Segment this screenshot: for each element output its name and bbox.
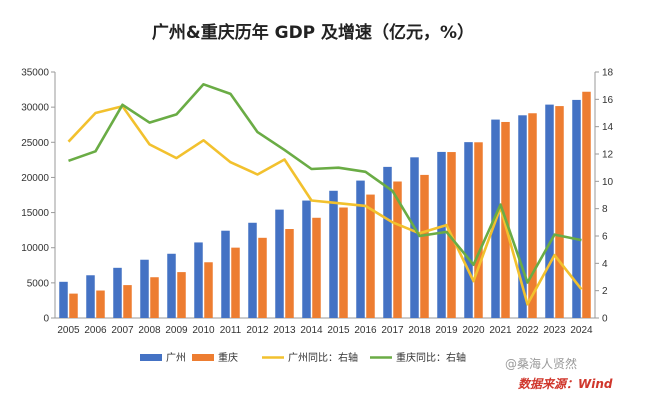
- bar-chongqing: [366, 194, 375, 318]
- legend-swatch: [192, 354, 214, 361]
- x-tick-label: 2012: [246, 325, 269, 336]
- x-tick-label: 2016: [354, 325, 377, 336]
- bar-guangzhou: [86, 275, 95, 318]
- x-tick-label: 2009: [165, 325, 188, 336]
- right-tick-label: 18: [602, 68, 614, 79]
- bar-guangzhou: [167, 253, 176, 318]
- bar-chongqing: [177, 272, 186, 318]
- left-tick-label: 25000: [21, 138, 49, 149]
- right-tick-label: 10: [602, 177, 614, 188]
- right-tick-label: 16: [602, 95, 614, 106]
- x-tick-label: 2007: [111, 325, 134, 336]
- bar-guangzhou: [221, 230, 230, 318]
- bar-guangzhou: [59, 281, 68, 318]
- x-tick-label: 2008: [138, 325, 161, 336]
- bar-guangzhou: [572, 99, 581, 318]
- x-tick-label: 2017: [381, 325, 404, 336]
- bar-guangzhou: [410, 157, 419, 318]
- legend-label: 重庆同比：右轴: [396, 351, 466, 364]
- bar-chongqing: [528, 113, 537, 318]
- x-tick-label: 2023: [543, 325, 566, 336]
- right-tick-label: 8: [602, 204, 608, 215]
- right-tick-label: 12: [602, 150, 614, 161]
- watermark: @桑海人贤然 数据来源：Wind: [505, 356, 613, 391]
- bar-guangzhou: [329, 190, 338, 318]
- left-tick-label: 5000: [27, 278, 50, 289]
- x-tick-label: 2020: [462, 325, 485, 336]
- bar-chongqing: [258, 237, 267, 318]
- right-tick-label: 6: [602, 232, 608, 243]
- chart-title: 广州&重庆历年 GDP 及增速（亿元，%）: [152, 22, 474, 43]
- bar-chongqing: [231, 247, 240, 318]
- bar-guangzhou: [302, 200, 311, 318]
- left-tick-label: 15000: [21, 208, 49, 219]
- line-chongqing-growth: [68, 83, 582, 284]
- x-tick-label: 2011: [220, 325, 242, 336]
- bar-guangzhou: [464, 142, 473, 318]
- x-tick-label: 2018: [408, 325, 431, 336]
- left-tick-label: 35000: [21, 68, 49, 79]
- bar-chongqing: [312, 217, 321, 318]
- right-axis: 0 2 4 6 8 10 12 14 16 18: [594, 68, 614, 325]
- x-tick-label: 2022: [516, 325, 539, 336]
- bar-chongqing: [582, 91, 591, 319]
- lines-layer: [67, 83, 583, 306]
- x-tick-label: 2019: [435, 325, 458, 336]
- x-tick-label: 2014: [300, 325, 323, 336]
- right-tick-label: 2: [602, 286, 608, 297]
- legend-swatch: [140, 354, 162, 361]
- x-tick-label: 2013: [273, 325, 296, 336]
- bar-chongqing: [420, 174, 429, 318]
- right-tick-label: 14: [602, 122, 614, 133]
- bar-guangzhou: [383, 166, 392, 318]
- bar-guangzhou: [437, 151, 446, 318]
- bar-chongqing: [474, 142, 483, 318]
- bar-guangzhou: [194, 242, 203, 318]
- x-tick-label: 2010: [192, 325, 215, 336]
- bar-guangzhou: [518, 115, 527, 319]
- bar-guangzhou: [356, 180, 365, 318]
- left-tick-label: 30000: [21, 103, 49, 114]
- x-tick-label: 2024: [570, 325, 593, 336]
- left-tick-label: 10000: [21, 243, 49, 254]
- bar-chongqing: [150, 277, 159, 318]
- x-tick-label: 2005: [57, 325, 80, 336]
- bars-layer: [59, 91, 591, 319]
- x-tick-label: 2015: [327, 325, 350, 336]
- legend-label: 广州同比：右轴: [288, 351, 358, 364]
- bar-guangzhou: [275, 209, 284, 318]
- left-tick-label: 0: [43, 314, 49, 325]
- bar-chongqing: [96, 290, 105, 318]
- bar-chongqing: [285, 229, 294, 318]
- legend-label: 重庆: [218, 351, 238, 364]
- line-guangzhou-growth: [67, 104, 583, 306]
- bar-chongqing: [123, 285, 132, 318]
- bar-guangzhou: [140, 259, 149, 318]
- bar-guangzhou: [113, 267, 122, 318]
- bar-chongqing: [393, 181, 402, 318]
- x-axis: 2005 2006 2007 2008 2009 2010 2011 2012 2013 2014…: [55, 317, 595, 336]
- bar-chongqing: [204, 262, 213, 318]
- legend: 广州 重庆 广州同比：右轴 重庆同比：右轴: [140, 351, 466, 364]
- bar-chongqing: [555, 106, 564, 319]
- left-tick-label: 20000: [21, 173, 49, 184]
- watermark-source: 数据来源：Wind: [518, 377, 613, 391]
- bar-guangzhou: [545, 104, 554, 318]
- x-tick-label: 2021: [489, 325, 512, 336]
- x-tick-label: 2006: [84, 325, 107, 336]
- right-tick-label: 4: [602, 259, 608, 270]
- bar-chongqing: [339, 207, 348, 318]
- bar-guangzhou: [248, 222, 257, 318]
- right-tick-label: 0: [602, 314, 608, 325]
- legend-label: 广州: [166, 352, 186, 364]
- bar-chongqing: [69, 293, 78, 318]
- watermark-author: @桑海人贤然: [505, 356, 577, 371]
- left-axis: 0 5000 10000 15000 20000 25000 30000 35000: [21, 68, 56, 325]
